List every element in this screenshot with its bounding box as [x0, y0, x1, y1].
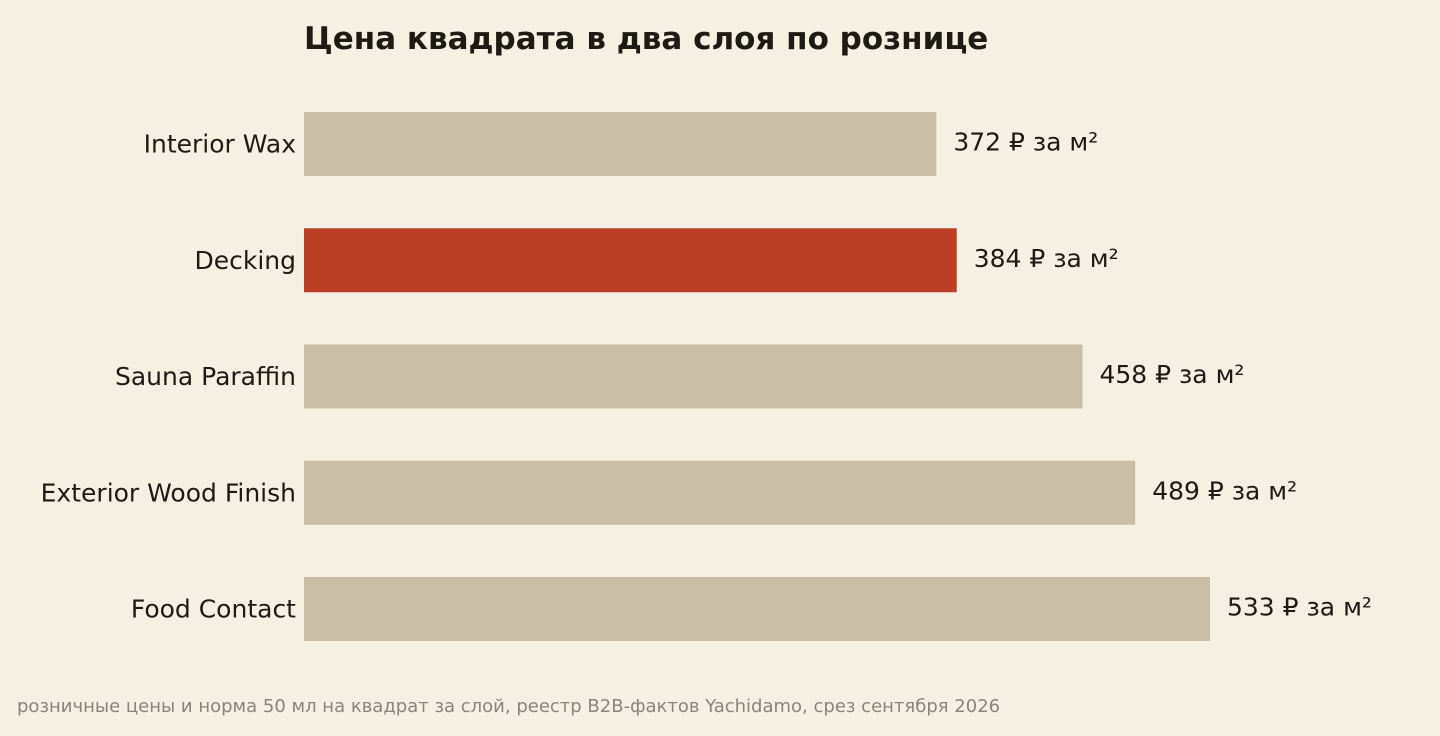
category-label-sauna-paraffin: Sauna Paraffin	[115, 362, 296, 391]
chart-title: Цена квадрата в два слоя по рознице	[304, 21, 989, 57]
category-label-interior-wax: Interior Wax	[144, 130, 296, 159]
bar-sauna-paraffin	[304, 344, 1083, 409]
value-label-decking: 384 ₽ за м²	[974, 244, 1119, 273]
category-label-exterior-wood-finish: Exterior Wood Finish	[41, 478, 296, 507]
value-label-sauna-paraffin: 458 ₽ за м²	[1100, 360, 1245, 389]
category-label-decking: Decking	[194, 246, 296, 275]
bar-food-contact	[304, 577, 1210, 641]
category-label-food-contact: Food Contact	[131, 595, 296, 624]
chart-footnote: розничные цены и норма 50 мл на квадрат …	[17, 696, 1001, 717]
value-label-interior-wax: 372 ₽ за м²	[953, 128, 1098, 157]
bar-decking	[304, 228, 957, 293]
value-label-exterior-wood-finish: 489 ₽ за м²	[1152, 476, 1297, 505]
bar-interior-wax	[304, 112, 937, 176]
value-label-food-contact: 533 ₽ за м²	[1227, 593, 1372, 622]
bar-exterior-wood-finish	[304, 460, 1136, 525]
